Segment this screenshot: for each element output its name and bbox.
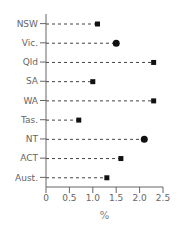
svg-text:ACT: ACT [20, 153, 38, 163]
svg-text:%: % [100, 210, 110, 221]
svg-text:1.5: 1.5 [109, 193, 123, 203]
svg-text:Tas.: Tas. [20, 115, 38, 125]
svg-text:1.0: 1.0 [86, 193, 101, 203]
svg-text:Aust.: Aust. [15, 173, 38, 183]
svg-text:Vic.: Vic. [22, 38, 38, 48]
svg-text:2.5: 2.5 [156, 193, 170, 203]
svg-text:0.5: 0.5 [62, 193, 76, 203]
svg-text:SA: SA [26, 76, 39, 86]
svg-text:NT: NT [26, 134, 39, 144]
svg-text:NSW: NSW [17, 19, 38, 29]
svg-text:WA: WA [23, 96, 38, 106]
svg-text:Qld: Qld [23, 57, 38, 67]
svg-text:2.0: 2.0 [132, 193, 147, 203]
svg-text:0: 0 [43, 193, 49, 203]
